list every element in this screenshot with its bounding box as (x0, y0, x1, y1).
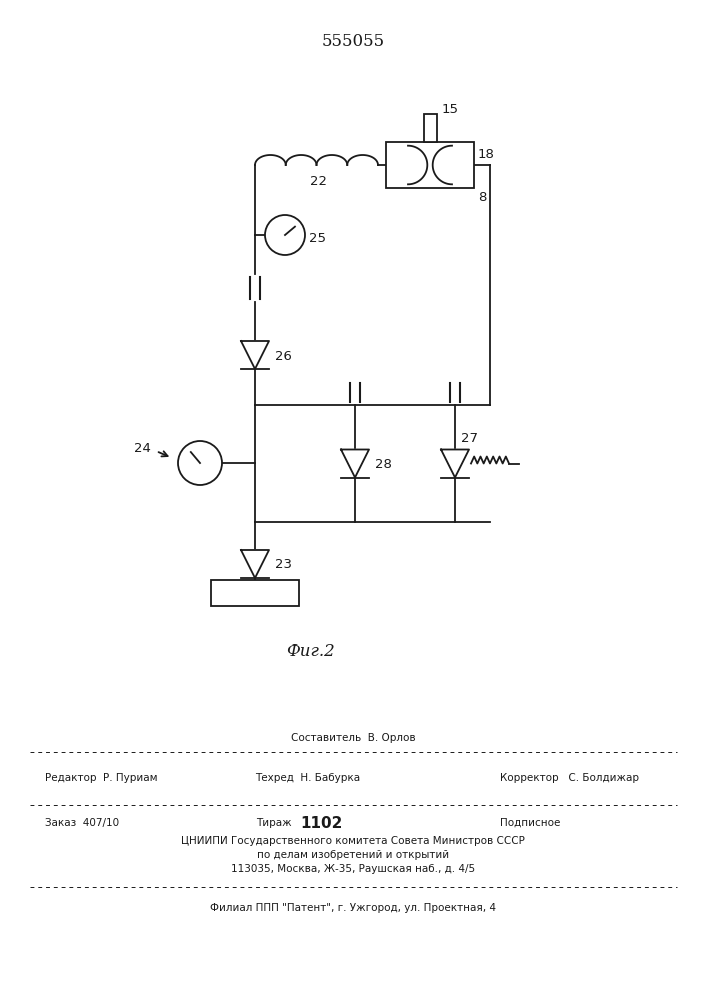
Text: 27: 27 (461, 432, 478, 444)
Text: Заказ  407/10: Заказ 407/10 (45, 818, 119, 828)
Text: Фиг.2: Фиг.2 (286, 644, 334, 660)
Text: 15: 15 (442, 103, 459, 116)
Polygon shape (441, 450, 469, 478)
Text: Тираж: Тираж (256, 818, 295, 828)
Text: 555055: 555055 (322, 33, 385, 50)
Bar (423, 114, 436, 142)
Text: Редактор  Р. Пуриам: Редактор Р. Пуриам (45, 773, 158, 783)
Circle shape (178, 441, 222, 485)
Text: Филиал ППП "Патент", г. Ужгород, ул. Проектная, 4: Филиал ППП "Патент", г. Ужгород, ул. Про… (210, 903, 496, 913)
Text: Корректор   С. Болдижар: Корректор С. Болдижар (501, 773, 640, 783)
Text: Составитель  В. Орлов: Составитель В. Орлов (291, 733, 415, 743)
Text: 23: 23 (275, 558, 292, 571)
Bar (386, 142, 474, 188)
Polygon shape (241, 550, 269, 578)
Text: 8: 8 (478, 191, 486, 204)
Text: 24: 24 (134, 442, 151, 455)
Text: 113035, Москва, Ж-35, Раушская наб., д. 4/5: 113035, Москва, Ж-35, Раушская наб., д. … (231, 864, 475, 874)
Text: 26: 26 (275, 350, 292, 363)
Text: Техред  Н. Бабурка: Техред Н. Бабурка (255, 773, 361, 783)
Text: 1102: 1102 (300, 816, 342, 830)
Polygon shape (241, 341, 269, 369)
Text: ЦНИИПИ Государственного комитета Совета Министров СССР: ЦНИИПИ Государственного комитета Совета … (181, 836, 525, 846)
Text: по делам изобретений и открытий: по делам изобретений и открытий (257, 850, 449, 860)
Text: Подписное: Подписное (500, 818, 561, 828)
Text: 22: 22 (310, 175, 327, 188)
Bar (211, 580, 299, 606)
Polygon shape (341, 450, 369, 478)
Text: 25: 25 (309, 232, 326, 245)
Circle shape (265, 215, 305, 255)
Text: 18: 18 (478, 148, 495, 161)
Text: 28: 28 (375, 458, 392, 472)
